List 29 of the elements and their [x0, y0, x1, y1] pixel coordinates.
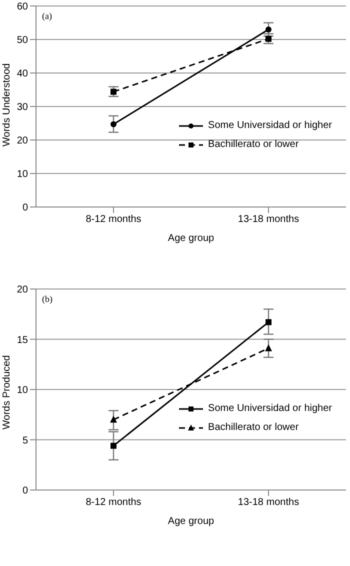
x-tick-label: 8-12 months [86, 497, 142, 508]
text: (a) [42, 11, 52, 21]
legend-label: Some Universidad or higher [208, 403, 332, 414]
y-tick-label: 20 [16, 284, 28, 296]
x-axis-title: Age group [168, 516, 215, 527]
x-axis-title: Age group [168, 233, 215, 244]
y-tick-label: 15 [16, 334, 28, 346]
y-tick-label: 40 [16, 68, 28, 80]
y-tick-label: 60 [16, 2, 28, 13]
legend-label: Bachillerato or lower [208, 139, 299, 150]
legend-label: Bachillerato or lower [208, 422, 299, 433]
text: (b) [42, 294, 52, 304]
y-tick-label: 10 [16, 385, 28, 396]
y-axis-title: Words Understood [2, 63, 13, 146]
legend-label: Some Universidad or higher [208, 120, 332, 131]
y-tick-label: 20 [16, 136, 28, 147]
y-tick-label: 50 [16, 35, 28, 46]
y-tick-label: 0 [22, 486, 28, 497]
x-tick-label: 8-12 months [86, 214, 142, 226]
y-tick-label: 0 [22, 202, 28, 214]
y-tick-label: 10 [16, 169, 28, 180]
y-tick-label: 5 [22, 435, 28, 446]
point [266, 319, 272, 326]
x-tick-label: 13-18 months [238, 214, 300, 226]
y-axis-title: Words Produced [2, 355, 13, 430]
y-tick-label: 30 [16, 102, 28, 114]
point [110, 121, 116, 128]
x-tick-label: 13-18 months [238, 497, 300, 508]
point [110, 442, 116, 449]
